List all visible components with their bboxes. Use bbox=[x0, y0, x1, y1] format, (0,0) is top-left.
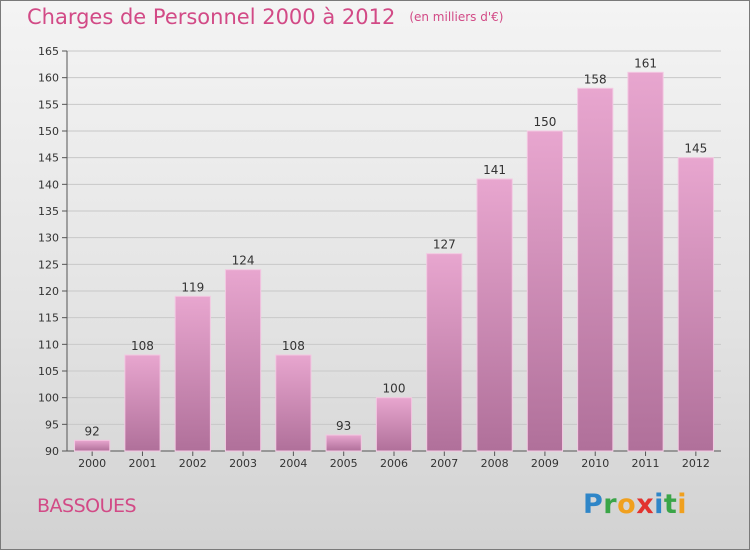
bar bbox=[375, 397, 413, 452]
x-tick-label: 2009 bbox=[531, 457, 559, 470]
y-tick-label: 125 bbox=[38, 258, 59, 271]
bar bbox=[426, 253, 463, 452]
x-tick-label: 2007 bbox=[430, 457, 458, 470]
x-tick-label: 2002 bbox=[179, 457, 207, 470]
labels: 90 95 100 105 110 115 120 125 130 135 140 145 150 155… bbox=[38, 45, 710, 470]
bar bbox=[476, 178, 513, 452]
brand-letter: o bbox=[617, 489, 637, 520]
data-label: 158 bbox=[584, 72, 607, 86]
data-label: 108 bbox=[282, 339, 305, 353]
y-tick-label: 95 bbox=[45, 418, 59, 431]
bar bbox=[325, 434, 362, 452]
bar bbox=[677, 157, 714, 452]
y-tick-label: 145 bbox=[38, 152, 59, 165]
x-tick-label: 2008 bbox=[481, 457, 509, 470]
data-label: 100 bbox=[383, 382, 406, 396]
data-label: 150 bbox=[533, 115, 556, 129]
x-tick-label: 2004 bbox=[279, 457, 307, 470]
bar bbox=[577, 87, 614, 452]
bar bbox=[174, 295, 211, 452]
bar bbox=[275, 354, 312, 452]
bar bbox=[224, 269, 262, 452]
brand-letter: i bbox=[654, 489, 664, 520]
y-tick-label: 115 bbox=[38, 312, 59, 325]
x-tick-label: 2010 bbox=[581, 457, 609, 470]
brand-letter: r bbox=[603, 489, 618, 520]
data-label: 141 bbox=[483, 163, 506, 177]
x-tick-label: 2011 bbox=[632, 457, 660, 470]
data-label: 145 bbox=[684, 142, 707, 156]
bar bbox=[74, 439, 111, 452]
data-label: 161 bbox=[634, 56, 657, 70]
y-tick-label: 90 bbox=[45, 445, 59, 458]
x-tick-label: 2006 bbox=[380, 457, 408, 470]
bar bbox=[627, 71, 664, 452]
brand-letter: P bbox=[583, 489, 604, 520]
data-label: 92 bbox=[85, 424, 100, 438]
brand-letter: t bbox=[663, 489, 678, 520]
y-tick-label: 110 bbox=[38, 338, 59, 351]
data-label: 124 bbox=[232, 254, 255, 268]
y-tick-label: 165 bbox=[38, 45, 59, 58]
y-tick-label: 160 bbox=[38, 72, 59, 85]
bar bbox=[124, 354, 161, 452]
x-tick-label: 2001 bbox=[128, 457, 156, 470]
y-tick-label: 100 bbox=[38, 392, 59, 405]
data-label: 119 bbox=[181, 280, 204, 294]
y-tick-label: 105 bbox=[38, 365, 59, 378]
data-label: 127 bbox=[433, 238, 456, 252]
data-label: 108 bbox=[131, 339, 154, 353]
y-tick-label: 140 bbox=[38, 178, 59, 191]
y-tick-label: 150 bbox=[38, 125, 59, 138]
x-tick-label: 2005 bbox=[330, 457, 358, 470]
chart-title: Charges de Personnel 2000 à 2012 (en mill… bbox=[27, 5, 504, 29]
x-tick-label: 2003 bbox=[229, 457, 257, 470]
y-tick-label: 155 bbox=[38, 98, 59, 111]
x-tick-label: 2012 bbox=[682, 457, 710, 470]
bar bbox=[526, 130, 564, 452]
brand-letter: x bbox=[636, 489, 655, 520]
town-name: BASSOUES bbox=[37, 495, 137, 517]
y-tick-label: 135 bbox=[38, 205, 59, 218]
data-label: 93 bbox=[336, 419, 351, 433]
x-tick-label: 2000 bbox=[78, 457, 106, 470]
brand-logo: Proxiti bbox=[583, 489, 687, 520]
bars bbox=[74, 71, 714, 452]
brand-letter: i bbox=[677, 489, 688, 520]
y-tick-label: 130 bbox=[38, 232, 59, 245]
chart-subtitle: (en milliers d'€) bbox=[409, 10, 504, 24]
y-tick-label: 120 bbox=[38, 285, 59, 298]
